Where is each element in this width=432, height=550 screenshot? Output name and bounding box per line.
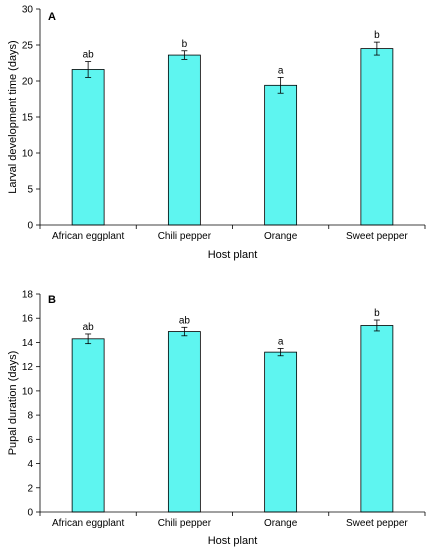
y-tick-label: 0 [27, 221, 33, 232]
y-tick-label: 2 [27, 483, 33, 494]
chart-panel-b: ab African eggplant ab Chili pepper a Orange b… [7, 290, 426, 547]
y-tick-label: 8 [27, 411, 33, 422]
bar [167, 331, 201, 513]
bar [71, 69, 105, 226]
x-tick-label: African eggplant [52, 231, 124, 242]
x-tick-label: Sweet pepper [346, 518, 408, 529]
bar [71, 338, 105, 513]
x-tick-label: Chili pepper [158, 231, 212, 242]
bar [360, 48, 394, 226]
y-tick-label: 16 [22, 314, 34, 325]
panel-letter: B [48, 294, 56, 306]
significance-label: b [374, 30, 380, 41]
bar [167, 54, 201, 226]
panel-letter: A [48, 11, 56, 23]
y-tick-label: 15 [22, 113, 34, 124]
y-tick-label: 0 [27, 508, 33, 519]
x-axis-title: Host plant [208, 249, 258, 261]
y-tick-label: 25 [22, 41, 34, 52]
y-tick-label: 10 [22, 386, 34, 397]
x-tick-label: Orange [264, 231, 298, 242]
y-tick-label: 12 [22, 362, 34, 373]
x-tick-label: Chili pepper [158, 518, 212, 529]
significance-label: ab [83, 50, 95, 61]
y-tick-label: 6 [27, 435, 33, 446]
significance-label: ab [83, 322, 95, 333]
y-tick-label: 14 [22, 338, 34, 349]
y-tick-label: 5 [27, 185, 33, 196]
significance-label: a [278, 65, 284, 76]
x-tick-label: Orange [264, 518, 298, 529]
bar [264, 351, 298, 513]
y-tick-label: 18 [22, 290, 34, 301]
y-axis-title: Larval development time (days) [7, 40, 19, 193]
y-tick-label: 4 [27, 459, 33, 470]
significance-label: b [374, 308, 380, 319]
significance-label: ab [179, 315, 191, 326]
x-tick-label: Sweet pepper [346, 231, 408, 242]
bar [264, 84, 298, 226]
x-axis-title: Host plant [208, 535, 258, 547]
y-tick-label: 30 [22, 5, 34, 16]
y-tick-label: 20 [22, 77, 34, 88]
significance-label: b [182, 39, 188, 50]
x-tick-label: African eggplant [52, 518, 124, 529]
chart-panel-a: ab African eggplant b Chili pepper a Orange b S… [7, 5, 426, 261]
bar [360, 325, 394, 513]
y-tick-label: 10 [22, 149, 34, 160]
y-axis-title: Pupal duration (days) [7, 351, 19, 456]
significance-label: a [278, 337, 284, 348]
